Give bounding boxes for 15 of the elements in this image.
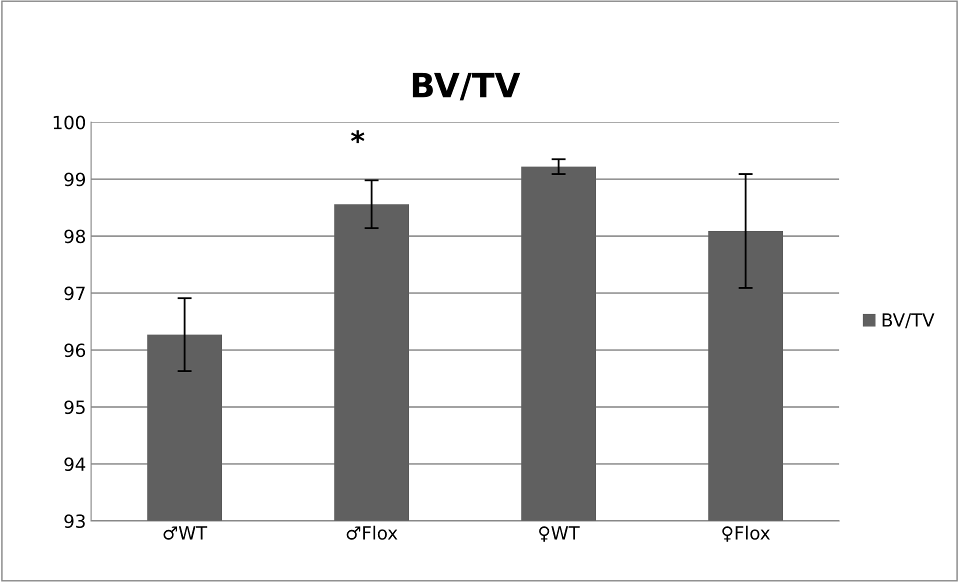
y-tick-label: 95 xyxy=(64,400,85,414)
legend-label: BV/TV xyxy=(882,313,934,328)
chart-title: BV/TV xyxy=(412,72,520,100)
y-tick-label: 94 xyxy=(64,457,86,472)
x-tick-label: ♀Flox xyxy=(722,526,770,542)
y-tick-label: 98 xyxy=(64,230,86,244)
y-tick-label: 93 xyxy=(64,514,85,528)
x-tick-label: ♂WT xyxy=(164,526,208,540)
y-tick-label: 99 xyxy=(64,172,85,186)
x-tick-label: ♀WT xyxy=(539,526,580,542)
y-tick-label: 97 xyxy=(64,286,85,300)
x-tick-label: ♂Flox xyxy=(346,526,398,540)
annotation: * xyxy=(351,130,364,144)
y-tick-label: 100 xyxy=(54,116,86,130)
y-tick-label: 96 xyxy=(64,343,86,358)
